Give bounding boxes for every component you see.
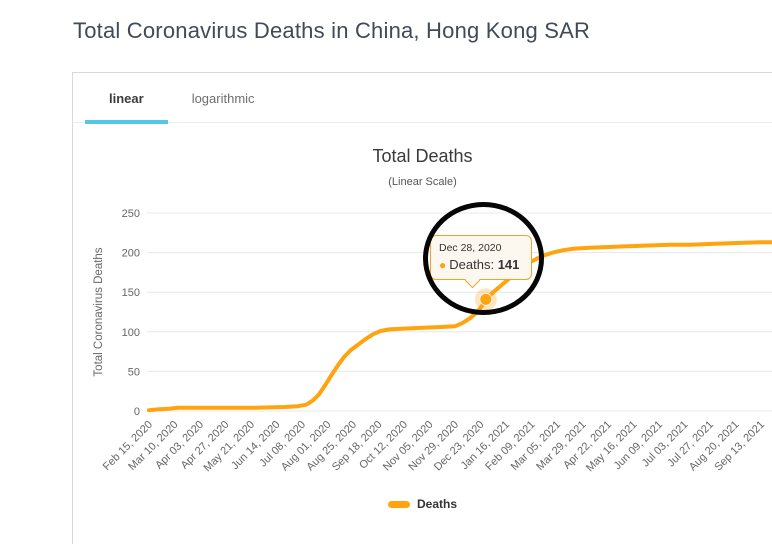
page-title: Total Coronavirus Deaths in China, Hong … (73, 18, 591, 43)
y-tick-label: 150 (122, 287, 140, 299)
y-tick-label: 200 (122, 248, 140, 260)
chart-title: Total Deaths (372, 146, 473, 166)
annotation-circle (423, 202, 544, 315)
y-tick-label: 100 (122, 327, 140, 339)
legend-item-deaths[interactable]: Deaths (387, 497, 457, 511)
chart-panel: linear logarithmic Total Deaths (Linear … (72, 72, 772, 544)
y-axis-title: Total Coronavirus Deaths (93, 247, 105, 376)
deaths-line-marker-icon (387, 500, 410, 508)
y-tick-label: 50 (128, 366, 140, 378)
tab-logarithmic[interactable]: logarithmic (191, 90, 255, 106)
scale-tabs: linear logarithmic (73, 73, 772, 124)
y-tick-label: 250 (122, 208, 140, 220)
deaths-series-line[interactable] (147, 240, 772, 413)
chart-subtitle: (Linear Scale) (388, 176, 457, 188)
legend-label: Deaths (416, 497, 457, 511)
tab-linear[interactable]: linear (85, 73, 168, 124)
legend: Deaths (73, 497, 772, 511)
y-tick-label: 0 (134, 406, 140, 418)
